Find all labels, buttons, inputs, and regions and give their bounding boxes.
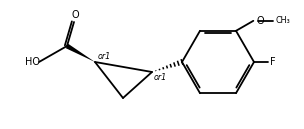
Text: O: O: [71, 10, 79, 20]
Text: O: O: [256, 16, 264, 26]
Text: or1: or1: [154, 73, 167, 82]
Text: F: F: [270, 57, 276, 67]
Text: or1: or1: [98, 52, 111, 61]
Polygon shape: [66, 44, 95, 62]
Text: CH₃: CH₃: [275, 16, 290, 25]
Text: HO: HO: [25, 57, 40, 67]
